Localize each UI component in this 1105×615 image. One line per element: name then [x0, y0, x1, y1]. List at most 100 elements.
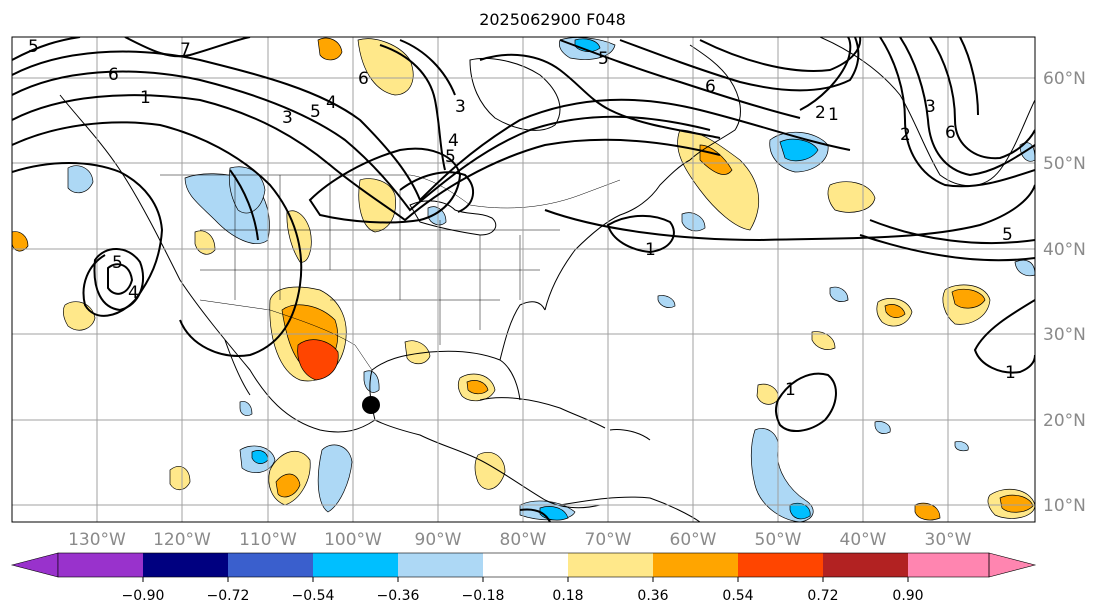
contour-line	[12, 70, 711, 212]
contour-label: 1	[828, 105, 839, 125]
colorbar-tick-label: −0.90	[122, 588, 165, 604]
great-lakes	[409, 200, 497, 236]
colorbar-tick-label: −0.36	[377, 588, 420, 604]
contour-line	[774, 372, 837, 432]
contour-label: 4	[128, 283, 139, 303]
colorbar-bin	[568, 553, 653, 577]
contour-line	[619, 37, 860, 92]
lon-label: 50°W	[755, 530, 802, 550]
longitude-labels: 130°W 120°W 110°W 100°W 90°W 80°W 70°W 6…	[68, 530, 972, 550]
colorbar-bin	[483, 553, 568, 577]
contour-line	[899, 37, 1035, 177]
positive-anomaly-region	[358, 178, 396, 233]
colorbar-bin	[58, 553, 143, 577]
contour-line	[12, 37, 81, 61]
colorbar-bin	[313, 553, 398, 577]
colorbar-bin	[143, 553, 228, 577]
east-coast	[544, 159, 691, 311]
contour-label: 5	[310, 102, 321, 122]
contour-line	[124, 37, 251, 58]
lat-label: 10°N	[1043, 496, 1086, 516]
contour-line	[399, 39, 456, 96]
positive-anomaly-region	[404, 340, 431, 365]
positive-anomaly-region	[275, 473, 301, 498]
contour-line	[519, 508, 551, 522]
height-contours	[12, 37, 1035, 522]
contour-label: 1	[140, 88, 151, 108]
contour-label: 6	[358, 69, 369, 89]
colorbar-tick-label: −0.54	[292, 588, 335, 604]
lat-label: 20°N	[1043, 411, 1086, 431]
contour-label: 4	[326, 93, 337, 113]
contour-line	[959, 37, 979, 116]
map-frame	[11, 36, 1036, 523]
lon-label: 30°W	[925, 530, 972, 550]
contour-label: 1	[645, 240, 656, 260]
labrador-coast	[689, 44, 741, 161]
contour-label: 5	[112, 253, 123, 273]
positive-anomaly-region	[169, 466, 191, 491]
positive-anomaly-region	[317, 37, 343, 61]
contour-label: 5	[28, 37, 39, 57]
lat-label: 40°N	[1043, 240, 1086, 260]
contour-label: 7	[180, 40, 191, 60]
baja-california	[224, 339, 251, 396]
colorbar-tick-label: 0.54	[722, 588, 753, 604]
contour-line	[544, 184, 1035, 242]
contour-label: 2	[815, 103, 826, 123]
contour-line	[12, 94, 721, 222]
contour-line	[606, 214, 675, 254]
contour-line	[479, 53, 721, 139]
political-borders	[160, 174, 621, 371]
lat-label: 50°N	[1043, 154, 1086, 174]
contour-label: 5	[598, 49, 609, 69]
south-america-coast	[559, 496, 701, 522]
contour-line	[973, 299, 1035, 374]
us-mexico-border	[199, 299, 373, 371]
lon-label: 120°W	[153, 530, 211, 550]
cuba	[479, 397, 606, 429]
lon-label: 100°W	[324, 530, 382, 550]
contour-labels: 5 6 7 1 3 5 4 6 3 5 4 5 6 5 4 2 3 6 2 1 …	[28, 37, 1016, 400]
colorbar-tick-label: −0.72	[207, 588, 250, 604]
negative-anomaly-region	[779, 138, 819, 162]
us-canada-border	[160, 174, 621, 209]
florida-coastline	[499, 301, 546, 361]
positive-anomaly-region	[677, 129, 760, 231]
contour-line	[799, 37, 852, 111]
colorbar-bin	[228, 553, 313, 577]
lon-label: 90°W	[415, 530, 462, 550]
colorbar-frame	[57, 552, 990, 578]
contour-line	[399, 171, 474, 213]
colorbar-bin	[398, 553, 483, 577]
storm-position-marker	[362, 396, 380, 414]
negative-anomaly-region	[317, 444, 353, 513]
negative-anomaly-region	[1014, 259, 1035, 277]
lon-label: 110°W	[239, 530, 297, 550]
contour-line	[12, 162, 164, 317]
contour-line	[12, 50, 851, 202]
contour-label: 3	[455, 97, 466, 117]
colorbar-bin	[908, 553, 989, 577]
contour-line	[308, 147, 462, 224]
contour-line	[859, 234, 1035, 262]
contour-label: 6	[108, 65, 119, 85]
lat-label: 60°N	[1043, 69, 1086, 89]
hudson-bay	[469, 57, 561, 131]
contour-line	[699, 37, 862, 72]
north-america-coastline	[59, 94, 601, 509]
contour-line	[107, 263, 134, 295]
colorbar-tick-label: 0.18	[552, 588, 583, 604]
contour-label: 6	[705, 77, 716, 97]
colorbar-tick-label: −0.18	[462, 588, 505, 604]
hispaniola	[609, 429, 651, 441]
coastlines	[59, 37, 1035, 522]
colorbar-extend-high	[988, 552, 1037, 578]
colorbar: −0.90 −0.72 −0.54 −0.36 −0.18 0.18 0.36 …	[10, 552, 1037, 604]
contour-label: 3	[282, 108, 293, 128]
contour-line	[559, 39, 801, 119]
positive-anomaly-region	[999, 494, 1034, 513]
lon-label: 40°W	[840, 530, 887, 550]
negative-anomaly-region	[657, 295, 676, 308]
